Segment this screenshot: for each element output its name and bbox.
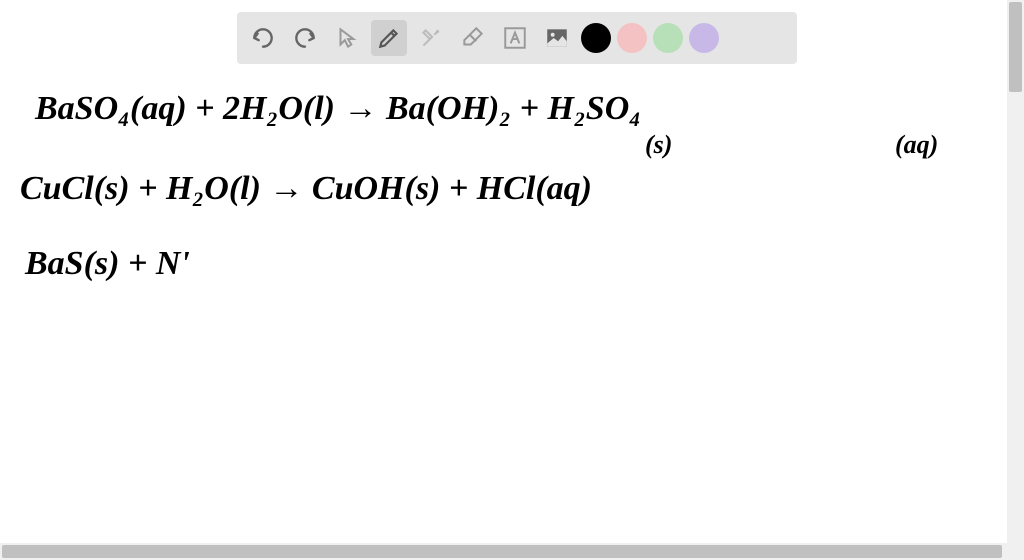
- handwritten-text: (s): [645, 130, 672, 160]
- redo-icon: [292, 25, 318, 51]
- pointer-icon: [334, 25, 360, 51]
- text-button[interactable]: [497, 20, 533, 56]
- drawing-canvas[interactable]: BaSO₄(aq) + 2H₂O(l) → Ba(OH)₂ + H₂SO₄(s)…: [0, 70, 1005, 550]
- handwritten-text: BaSO₄(aq) + 2H₂O(l) → Ba(OH)₂ + H₂SO₄: [35, 90, 641, 128]
- color-black[interactable]: [581, 23, 611, 53]
- text-icon: [502, 25, 528, 51]
- handwritten-text: BaS(s) + N': [25, 245, 190, 283]
- redo-button[interactable]: [287, 20, 323, 56]
- color-pink[interactable]: [617, 23, 647, 53]
- color-purple[interactable]: [689, 23, 719, 53]
- image-icon: [544, 25, 570, 51]
- eraser-button[interactable]: [455, 20, 491, 56]
- tools-icon: [418, 25, 444, 51]
- toolbar: [237, 12, 797, 64]
- vertical-scrollbar-thumb[interactable]: [1009, 2, 1022, 92]
- undo-icon: [250, 25, 276, 51]
- pointer-button[interactable]: [329, 20, 365, 56]
- vertical-scrollbar[interactable]: [1007, 0, 1024, 544]
- undo-button[interactable]: [245, 20, 281, 56]
- image-button[interactable]: [539, 20, 575, 56]
- color-green[interactable]: [653, 23, 683, 53]
- scroll-corner: [1007, 543, 1024, 560]
- eraser-icon: [460, 25, 486, 51]
- pencil-button[interactable]: [371, 20, 407, 56]
- pencil-icon: [376, 25, 402, 51]
- handwritten-text: CuCl(s) + H₂O(l) → CuOH(s) + HCl(aq): [20, 170, 592, 208]
- horizontal-scrollbar[interactable]: [0, 543, 1007, 560]
- tools-button[interactable]: [413, 20, 449, 56]
- horizontal-scrollbar-thumb[interactable]: [2, 545, 1002, 558]
- handwritten-text: (aq): [895, 130, 938, 160]
